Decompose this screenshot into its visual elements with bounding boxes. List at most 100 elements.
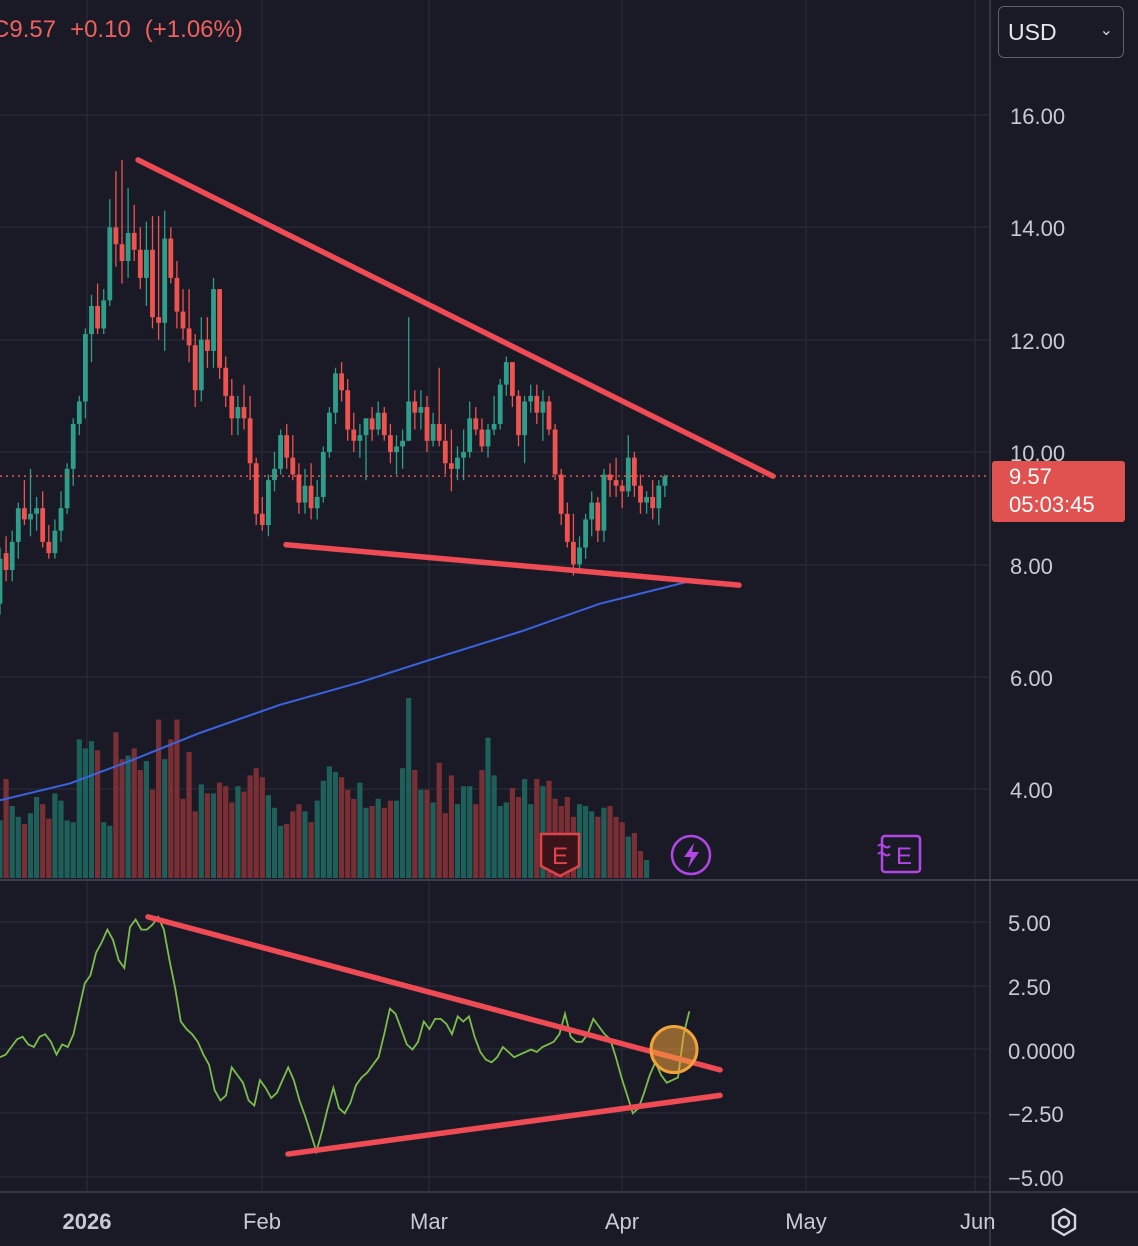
candle-body	[259, 513, 265, 526]
oscillator-trendline[interactable]	[145, 914, 723, 1073]
price-axis-label: 4.00	[1010, 778, 1053, 803]
volume-bar	[454, 804, 461, 878]
candle-body	[436, 423, 442, 441]
candle-body	[211, 289, 216, 351]
volume-bar	[345, 789, 351, 878]
moving-average-line	[0, 580, 691, 802]
legend-change-percent: (+1.06%)	[144, 16, 243, 43]
volume-bar	[314, 800, 320, 878]
candle-body	[180, 311, 186, 329]
volume-bar	[320, 780, 326, 878]
candle-body	[320, 452, 326, 497]
legend-change: +0.10	[70, 16, 131, 43]
time-axis-label: Mar	[410, 1209, 448, 1234]
candle-body	[333, 373, 338, 413]
volume-bar	[503, 802, 509, 878]
candle-body	[510, 362, 515, 396]
candle-body	[400, 440, 405, 447]
volume-bar	[339, 777, 345, 878]
currency-select-value: USD	[1008, 18, 1057, 45]
candle-body	[516, 395, 521, 436]
candle-body	[369, 418, 375, 430]
candle-body	[595, 502, 601, 531]
candle-body	[205, 339, 210, 351]
volume-bar	[393, 800, 400, 878]
volume-bar	[387, 800, 393, 878]
last-price-tag-value: 9.57	[1009, 464, 1052, 489]
volume-bar	[595, 816, 601, 878]
last-price-tag: 9.57 05:03:45	[992, 461, 1125, 522]
time-axis-label: 2026	[63, 1209, 112, 1234]
volume-bar	[296, 804, 302, 878]
candle-body	[296, 474, 302, 503]
price-axis-label: 6.00	[1010, 666, 1053, 691]
volume-bar	[119, 759, 125, 878]
trendline[interactable]	[135, 157, 776, 479]
volume-bar	[625, 836, 631, 878]
candle-body	[339, 373, 344, 391]
price-axis-label: 12.00	[1010, 329, 1065, 354]
candle-body	[3, 553, 9, 570]
candle-body	[394, 446, 399, 453]
oscillator-trendlines[interactable]	[145, 914, 723, 1157]
volume-bar	[186, 752, 192, 878]
volume-bar	[418, 789, 424, 878]
volume-bar	[278, 825, 284, 878]
candle-body	[632, 457, 637, 486]
earnings-marker[interactable]: E	[539, 832, 581, 878]
volume-bar	[64, 820, 70, 878]
candle-body	[144, 249, 149, 278]
candle-body	[15, 508, 21, 542]
volume-bar	[27, 813, 34, 878]
price-axis-label: 8.00	[1010, 554, 1053, 579]
volume-bar	[363, 807, 369, 878]
candle-body	[95, 305, 100, 329]
candle-body	[229, 395, 235, 419]
volume-bar	[485, 737, 491, 878]
candle-body	[308, 485, 314, 509]
candle-body	[52, 530, 58, 554]
volume-bar	[326, 766, 332, 878]
volume-bar	[229, 802, 235, 878]
volume-bar	[491, 775, 497, 878]
price-trendlines[interactable]	[135, 157, 776, 588]
oscillator-axis[interactable]: 5.00 2.50 0.0000 −2.50 −5.00	[1008, 911, 1075, 1191]
oscillator-trendline[interactable]	[285, 1092, 723, 1157]
price-axis[interactable]: 16.00 14.00 12.00 10.00 8.00 6.00 4.00	[1010, 104, 1065, 803]
currency-select[interactable]: USD ⌄	[998, 6, 1124, 58]
time-axis[interactable]: 2026 Feb Mar Apr May Jun	[63, 1209, 996, 1234]
volume-bar	[467, 786, 473, 878]
candle-body	[217, 289, 222, 368]
oscillator-axis-label: 0.0000	[1008, 1039, 1075, 1064]
candle-body	[522, 401, 527, 436]
flash-marker[interactable]	[670, 834, 712, 876]
candle-body	[272, 468, 277, 481]
candle-body	[601, 474, 607, 531]
settings-gear-icon[interactable]	[1046, 1204, 1082, 1240]
trendline[interactable]	[283, 541, 742, 588]
breakout-highlight-circle[interactable]	[649, 1025, 699, 1074]
volume-bar	[290, 811, 296, 878]
volume-bar	[21, 824, 27, 878]
candle-body	[113, 227, 119, 245]
volume-bar	[210, 793, 217, 878]
candle-body	[198, 339, 204, 391]
candle-body	[314, 496, 320, 509]
volume-bar	[497, 806, 503, 878]
volume-bar	[143, 761, 149, 878]
volume-bar	[412, 770, 418, 878]
volume-bar	[461, 786, 467, 878]
candle-body	[0, 558, 3, 604]
upcoming-earnings-marker[interactable]: E	[877, 834, 922, 874]
volume-bar	[546, 780, 552, 878]
volume-bar	[259, 777, 265, 878]
legend-last-price: 9.57	[9, 16, 57, 43]
candle-body	[461, 452, 466, 458]
symbol-legend[interactable]: C 9.57 +0.10 (+1.06%)	[0, 16, 243, 44]
volume-bar	[528, 804, 534, 878]
volume-bar	[400, 768, 406, 878]
volume-bar	[125, 755, 131, 878]
volume-bar	[107, 825, 113, 878]
time-axis-label: May	[785, 1209, 827, 1234]
